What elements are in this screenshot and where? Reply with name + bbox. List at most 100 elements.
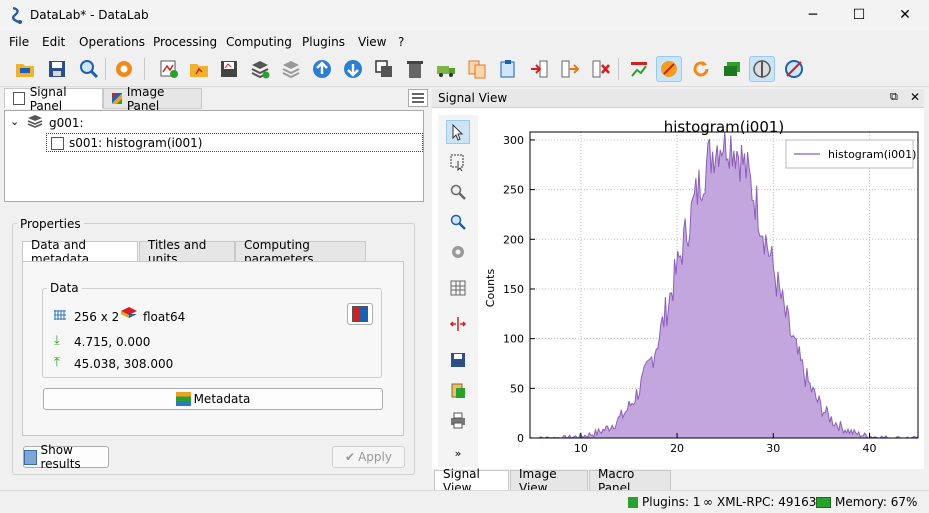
y-tick-label: 200 — [503, 233, 524, 246]
expand-arrow-icon[interactable]: ⌄ — [10, 115, 20, 128]
minimize-button[interactable]: ─ — [808, 7, 818, 23]
plot-settings-icon[interactable] — [446, 240, 470, 264]
signal-panel-icon — [13, 92, 25, 105]
open-h5-icon[interactable] — [12, 56, 38, 82]
menu-processing[interactable]: Processing — [153, 35, 218, 49]
list-menu-icon — [412, 93, 424, 103]
group-icon — [27, 114, 43, 131]
auto-refresh-icon[interactable] — [656, 56, 682, 82]
tab-signal-panel[interactable]: Signal Panel — [4, 85, 103, 113]
x-tick-label: 30 — [766, 442, 780, 455]
export-icon[interactable] — [557, 56, 583, 82]
tab-macro-panel[interactable]: Macro Panel — [589, 467, 671, 495]
float-dock-icon[interactable]: ⧉ — [890, 90, 898, 103]
link-icon: ∞ — [703, 495, 713, 509]
signal-view-header: Signal View ⧉ ✕ — [432, 89, 924, 108]
new-signal-icon[interactable] — [156, 56, 182, 82]
settings-gear-icon[interactable] — [111, 56, 137, 82]
menu-plugins[interactable]: Plugins — [302, 35, 345, 49]
move-down-icon[interactable] — [340, 56, 366, 82]
layers-gray-icon[interactable] — [278, 56, 304, 82]
transfer-icon[interactable] — [433, 56, 459, 82]
tab-signal-view[interactable]: Signal View — [434, 467, 509, 495]
rect-zoom-icon[interactable] — [446, 150, 470, 174]
duplicate-icon[interactable] — [371, 56, 397, 82]
menu-edit[interactable]: Edit — [42, 35, 66, 49]
menu-computing[interactable]: Computing — [226, 35, 292, 49]
layers-icon[interactable] — [247, 56, 273, 82]
data-grid-icon — [352, 306, 368, 322]
apply-button[interactable]: ✔ Apply — [332, 446, 405, 468]
puzzle-icon — [628, 496, 638, 508]
tree-group-label[interactable]: g001: — [49, 116, 84, 130]
properties-title: Properties — [17, 217, 84, 231]
dtype-value: float64 — [143, 310, 186, 324]
menu-bar: File Edit Operations Processing Computin… — [0, 31, 929, 53]
max-arrow-icon: ⤒ — [54, 355, 60, 370]
histogram-area — [529, 131, 919, 439]
object-tree[interactable]: ⌄ g001: s001: histogram(i001) — [4, 110, 424, 202]
results-grid-icon — [24, 449, 38, 465]
copy-plot-icon[interactable] — [446, 378, 470, 402]
import-icon[interactable] — [526, 56, 552, 82]
tree-item-label: s001: histogram(i001) — [69, 136, 203, 150]
disable-plot-icon[interactable] — [781, 56, 807, 82]
x-tick-label: 20 — [670, 442, 684, 455]
more-tools-icon[interactable]: » — [454, 446, 462, 460]
select-pointer-icon[interactable] — [446, 120, 470, 144]
max-values: 45.038, 308.000 — [74, 357, 174, 371]
view-data-button[interactable] — [347, 303, 373, 325]
save-signal-icon[interactable] — [216, 56, 242, 82]
save-h5-icon[interactable] — [44, 56, 70, 82]
title-bar: DataLab* - DataLab ─ ☐ ✕ — [0, 0, 929, 30]
grid-icon[interactable] — [446, 276, 470, 300]
data-group-title: Data — [47, 281, 82, 295]
open-signal-icon[interactable] — [186, 56, 212, 82]
delete-metadata-icon[interactable] — [588, 56, 614, 82]
plot-frame — [529, 131, 919, 439]
tab-titles-units[interactable]: Titles and units — [139, 238, 235, 266]
plugins-status: Plugins: 1 — [628, 495, 700, 509]
metadata-button[interactable]: Metadata — [43, 388, 383, 410]
tree-item-selected[interactable]: s001: histogram(i001) — [46, 133, 423, 152]
print-icon[interactable] — [446, 408, 470, 432]
move-up-icon[interactable] — [309, 56, 335, 82]
copy-titles-icon[interactable] — [464, 56, 490, 82]
zoom-fit-icon[interactable] — [446, 210, 470, 234]
menu-operations[interactable]: Operations — [79, 35, 145, 49]
y-tick-label: 0 — [517, 432, 524, 445]
tab-image-view[interactable]: Image View — [510, 467, 588, 495]
plot-side-toolbar: » — [438, 115, 478, 467]
show-results-button[interactable]: Show results — [23, 443, 109, 471]
cursor-icon[interactable] — [446, 312, 470, 336]
show-first-only-icon[interactable] — [749, 56, 775, 82]
paste-metadata-icon[interactable] — [495, 56, 521, 82]
tab-data-metadata[interactable]: Data and metadata — [22, 238, 138, 266]
window-title: DataLab* - DataLab — [30, 8, 149, 22]
roi-icon[interactable] — [626, 56, 652, 82]
panel-menu-button[interactable] — [408, 89, 428, 107]
min-arrow-icon: ⤓ — [54, 333, 60, 348]
save-plot-icon[interactable] — [446, 348, 470, 372]
menu-help[interactable]: ? — [398, 35, 405, 49]
signal-view-title: Signal View — [438, 91, 508, 105]
close-dock-icon[interactable]: ✕ — [910, 90, 921, 104]
histogram-chart[interactable]: 10 20 30 40 0 50 100 150 200 250 300 histogram(i00… — [480, 110, 920, 470]
tab-computing-parameters[interactable]: Computing parameters — [235, 238, 366, 266]
close-button[interactable]: ✕ — [899, 7, 911, 23]
maximize-button[interactable]: ☐ — [852, 7, 866, 23]
min-values: 4.715, 0.000 — [74, 335, 151, 349]
main-toolbar — [0, 53, 929, 87]
menu-view[interactable]: View — [358, 35, 387, 49]
image-panel-icon — [112, 93, 122, 104]
check-icon: ✔ — [345, 450, 356, 464]
tab-image-panel[interactable]: Image Panel — [103, 85, 202, 113]
delete-icon[interactable] — [402, 56, 428, 82]
y-tick-label: 50 — [510, 382, 524, 395]
menu-file[interactable]: File — [9, 35, 30, 49]
zoom-icon[interactable] — [446, 180, 470, 204]
browse-h5-icon[interactable] — [76, 56, 102, 82]
refresh-icon[interactable] — [688, 56, 714, 82]
show-labels-icon[interactable] — [719, 56, 745, 82]
y-tick-label: 250 — [503, 184, 524, 197]
